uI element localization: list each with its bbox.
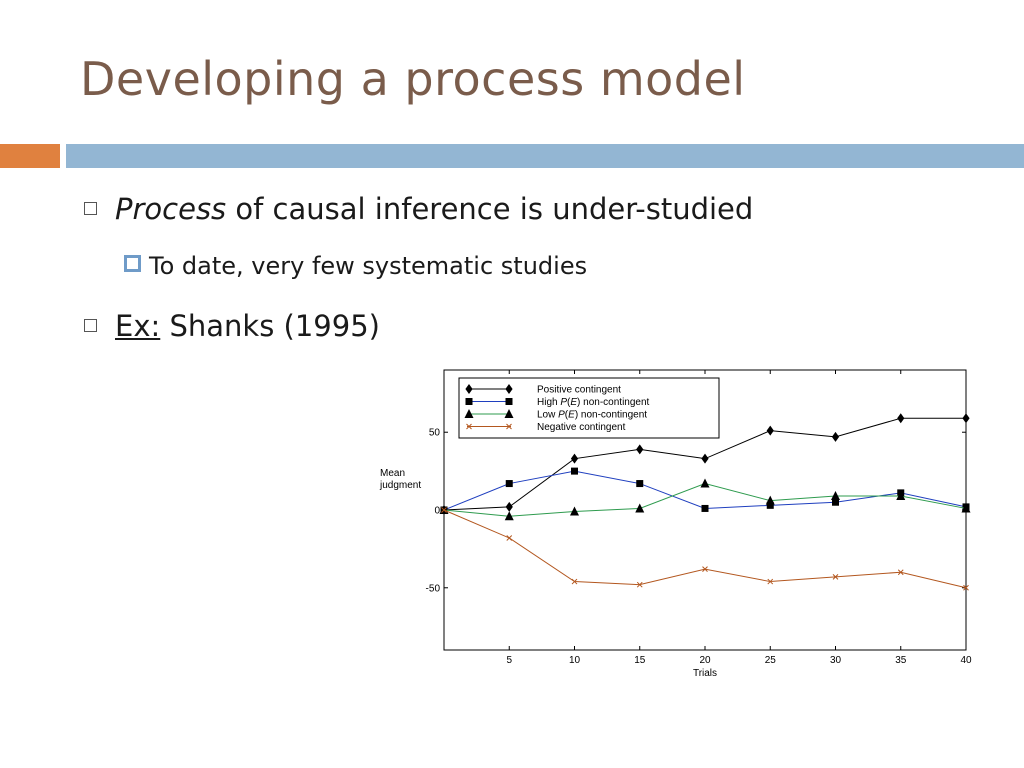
- data-point-2: [896, 491, 906, 500]
- bullet-process-italic: Process: [115, 192, 227, 226]
- data-point-3: [441, 507, 447, 513]
- hollow-square-bullet-icon: [84, 319, 97, 332]
- example-label: Ex:: [115, 309, 161, 343]
- data-point-3: [571, 578, 578, 585]
- data-point-2: [504, 511, 514, 521]
- slide-title: Developing a process model: [80, 52, 746, 106]
- x-axis-label: Trials: [693, 668, 717, 679]
- data-point-3: [506, 535, 513, 541]
- data-point-0: [766, 425, 774, 436]
- data-point-2: [765, 495, 775, 505]
- data-point-3: [897, 569, 904, 576]
- legend-marker-0: [505, 384, 513, 394]
- data-point-3: [832, 574, 839, 580]
- data-point-0: [701, 453, 709, 464]
- data-point-0: [636, 444, 644, 455]
- series-line-1: [443, 470, 967, 511]
- data-point-2: [570, 506, 579, 516]
- x-tick-label: 40: [960, 655, 972, 666]
- data-point-0: [570, 453, 579, 464]
- data-point-1: [766, 501, 774, 509]
- data-point-0: [831, 431, 840, 442]
- x-tick-label: 10: [569, 655, 581, 666]
- bullet-example: Ex: Shanks (1995): [84, 309, 380, 343]
- data-point-2: [635, 503, 645, 513]
- x-tick-label: 15: [634, 655, 646, 666]
- legend-marker-3: [506, 423, 512, 430]
- y-tick-label: 50: [429, 428, 441, 439]
- legend-marker-2: [504, 409, 514, 418]
- data-point-3: [767, 578, 774, 585]
- legend-marker-0: [465, 384, 473, 394]
- legend-marker-3: [466, 423, 472, 430]
- series-line-3: [443, 509, 967, 589]
- legend-box: [458, 377, 720, 439]
- data-point-2: [831, 491, 840, 500]
- blue-square-bullet-icon: [124, 255, 141, 272]
- y-tick-label: 0: [434, 506, 440, 517]
- data-point-1: [571, 467, 578, 475]
- data-point-0: [505, 501, 513, 512]
- y-axis-label-line1: Mean: [380, 468, 405, 479]
- sub-bullet-text: To date, very few systematic studies: [149, 252, 588, 280]
- accent-bar-blue: [66, 144, 1024, 168]
- data-point-3: [636, 581, 643, 588]
- x-tick-label: 25: [765, 655, 777, 666]
- accent-bar-orange: [0, 144, 60, 168]
- data-point-1: [832, 498, 839, 506]
- data-point-0: [962, 413, 970, 424]
- legend-label-0: Positive contingent: [537, 385, 621, 396]
- data-point-2: [700, 478, 710, 488]
- x-tick-label: 5: [506, 655, 512, 666]
- data-point-2: [961, 503, 971, 513]
- bullet-process-text: of causal inference is under-studied: [226, 192, 754, 226]
- data-point-1: [636, 480, 644, 488]
- x-tick-label: 35: [895, 655, 907, 666]
- example-text: Shanks (1995): [160, 309, 380, 343]
- data-point-3: [963, 584, 969, 591]
- legend-label-1: High P(E) non-contingent: [537, 397, 650, 408]
- hollow-square-bullet-icon: [84, 202, 97, 215]
- legend-label-3: Negative contingent: [537, 422, 626, 433]
- y-tick-label: -50: [426, 583, 441, 594]
- data-point-1: [701, 504, 709, 512]
- y-axis-label-line2: judgment: [379, 480, 421, 491]
- shanks-chart: 5 10 15 20 25 30 35 40 -50 0 50 Trials Mean judgment P…: [370, 358, 980, 688]
- x-tick-label: 20: [699, 655, 711, 666]
- data-point-1: [505, 480, 513, 488]
- data-point-0: [897, 413, 905, 424]
- legend-marker-2: [464, 409, 474, 418]
- x-tick-label: 30: [830, 655, 842, 666]
- legend-marker-1: [505, 398, 513, 405]
- sub-bullet-studies: To date, very few systematic studies: [124, 252, 587, 280]
- legend-label-2: Low P(E) non-contingent: [537, 410, 647, 421]
- legend-marker-1: [465, 398, 473, 405]
- bullet-process: Process of causal inference is under-stu…: [84, 192, 753, 226]
- data-point-3: [702, 566, 708, 572]
